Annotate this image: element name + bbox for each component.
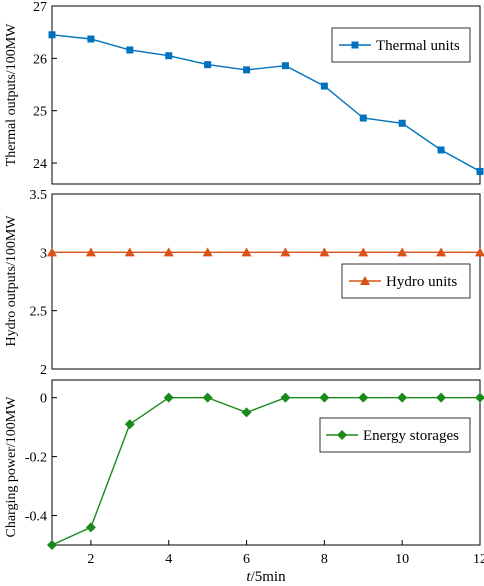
thermal-y-tick-label: 25	[33, 105, 47, 120]
thermal-data-point	[359, 114, 367, 122]
storage-y-tick-label: 0	[40, 392, 47, 407]
thermal-series	[48, 31, 484, 175]
hydro-data-point	[163, 247, 174, 257]
storage-y-axis-label: Charging power/100MW	[4, 396, 19, 538]
hydro-y-tick-label: 3.5	[30, 188, 48, 203]
storage-x-tick-label: 12	[473, 552, 484, 567]
hydro-data-point	[85, 247, 96, 257]
storage-data-point	[202, 392, 213, 403]
hydro-y-ticks: 2 2.5 3 3.5	[30, 188, 57, 378]
hydro-data-point	[47, 247, 57, 257]
storage-x-tick-label: 6	[243, 552, 250, 567]
thermal-legend: Thermal units	[331, 27, 471, 63]
storage-legend-marker	[337, 430, 347, 440]
hydro-series	[47, 247, 484, 257]
thermal-data-point	[398, 119, 406, 127]
storage-data-point	[241, 407, 252, 418]
x-axis-label-unit: /5min	[251, 569, 287, 585]
thermal-y-ticks: 24 25 26 27	[33, 0, 57, 172]
storage-data-point	[475, 392, 484, 403]
hydro-data-point	[241, 247, 252, 257]
hydro-data-point	[358, 247, 369, 257]
hydro-legend: Hydro units	[341, 263, 471, 299]
x-axis-label-symbol: t	[246, 569, 251, 585]
storage-y-tick-label: -0.2	[25, 451, 47, 466]
thermal-y-axis-label: Thermal outputs/100MW	[4, 23, 19, 166]
thermal-y-tick-label: 27	[33, 0, 47, 15]
hydro-y-tick-label: 3	[40, 246, 47, 261]
hydro-data-point	[475, 247, 484, 257]
hydro-legend-marker	[360, 276, 370, 285]
storage-data-point	[280, 392, 291, 403]
thermal-data-point	[243, 66, 251, 74]
thermal-data-point	[48, 31, 56, 39]
hydro-data-point	[280, 247, 291, 257]
thermal-series-line	[51, 34, 481, 173]
thermal-data-point	[281, 62, 289, 70]
storage-data-point	[358, 392, 369, 403]
storage-y-tick-label: -0.4	[25, 510, 47, 525]
storage-data-point	[163, 392, 174, 403]
thermal-legend-label: Thermal units	[376, 38, 460, 54]
storage-x-tick-label: 8	[321, 552, 328, 567]
thermal-data-point	[165, 52, 173, 60]
storage-legend-label: Energy storages	[363, 428, 459, 444]
storage-data-point	[85, 522, 96, 533]
storage-data-point	[319, 392, 330, 403]
storage-panel: -0.4-0.20 2 4 6 8 10 12 Charging power/100MW …	[4, 379, 484, 585]
storage-legend: Energy storages	[319, 417, 471, 453]
storage-y-ticks: -0.4 -0.2 0	[25, 392, 57, 525]
hydro-data-point	[319, 247, 330, 257]
storage-series	[47, 392, 484, 550]
storage-x-ticks: 2 4 6 8 10 12	[87, 540, 484, 567]
thermal-legend-marker	[351, 41, 359, 49]
storage-plot-area	[51, 379, 481, 546]
thermal-data-point	[126, 46, 134, 54]
hydro-y-tick-label: 2	[40, 363, 47, 378]
thermal-y-tick-label: 24	[33, 157, 47, 172]
hydro-y-tick-label: 2.5	[30, 305, 48, 320]
thermal-data-point	[476, 167, 484, 175]
x-axis-label: t/5min	[246, 569, 286, 585]
hydro-data-point	[397, 247, 408, 257]
storage-data-point	[436, 392, 447, 403]
hydro-y-axis-label: Hydro outputs/100MW	[4, 215, 19, 347]
storage-x-tick-label: 10	[395, 552, 409, 567]
thermal-y-tick-label: 26	[33, 52, 47, 67]
storage-data-point	[47, 540, 57, 550]
thermal-data-point	[204, 61, 212, 69]
storage-data-point	[397, 392, 408, 403]
storage-x-tick-label: 2	[87, 552, 94, 567]
storage-series-line	[51, 397, 480, 546]
hydro-panel: 2 2.5 3 3.5 Hydro outputs/100MW Hydro units	[4, 188, 484, 378]
storage-data-point	[124, 419, 135, 430]
thermal-data-point	[320, 82, 328, 90]
hydro-data-point	[436, 247, 447, 257]
hydro-legend-label: Hydro units	[386, 274, 457, 290]
hydro-data-point	[202, 247, 213, 257]
thermal-data-point	[87, 35, 95, 43]
thermal-data-point	[437, 146, 445, 154]
storage-x-tick-label: 4	[165, 552, 172, 567]
hydro-data-point	[124, 247, 135, 257]
thermal-panel: 24 25 26 27 Thermal outputs/100MW Thermal u…	[4, 0, 484, 185]
